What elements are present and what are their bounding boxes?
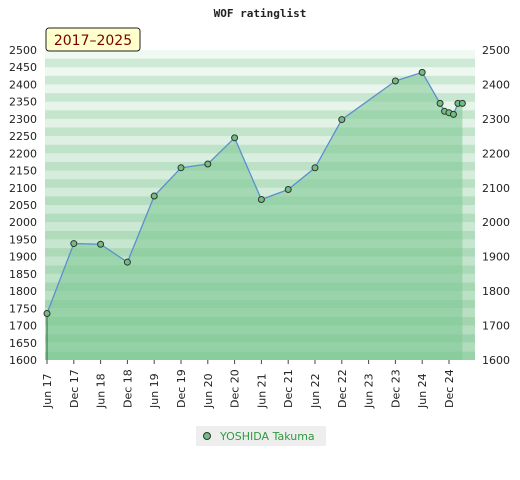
y-tick-label-right: 1700 bbox=[482, 320, 510, 333]
y-tick-label-left: 2000 bbox=[9, 216, 37, 229]
date-range-box-bg bbox=[45, 27, 141, 52]
y-tick-label-left: 1850 bbox=[9, 268, 37, 281]
date-range-box: 2017–2025 bbox=[45, 27, 141, 52]
grid-band bbox=[45, 67, 475, 76]
x-tick-label: Dec 21 bbox=[282, 369, 295, 408]
data-point bbox=[70, 240, 78, 248]
y-tick-label-right: 2200 bbox=[482, 147, 510, 160]
data-markers bbox=[43, 68, 466, 317]
x-tick-label: Jun 20 bbox=[202, 373, 215, 409]
grid-band bbox=[45, 136, 475, 145]
y-tick-label-right: 2300 bbox=[482, 113, 510, 126]
y-tick-label-right: 2500 bbox=[482, 44, 510, 57]
data-point bbox=[458, 99, 466, 107]
x-axis: Jun 17 Dec 17 Jun 18 Dec 18 Jun 19 Dec 19 Jun … bbox=[41, 360, 456, 409]
x-tick-label: Jun 21 bbox=[255, 373, 268, 409]
data-point bbox=[257, 195, 265, 203]
grid-band bbox=[45, 101, 475, 111]
data-point bbox=[231, 134, 239, 142]
y-tick-label-right: 1800 bbox=[482, 285, 510, 298]
x-tick-label: Dec 17 bbox=[68, 369, 81, 408]
x-tick-label: Dec 19 bbox=[175, 369, 188, 408]
y-tick-label-left: 2300 bbox=[9, 113, 37, 126]
y-tick-label-left: 2150 bbox=[9, 165, 37, 178]
data-point bbox=[123, 258, 131, 266]
legend-bg bbox=[196, 426, 326, 446]
y-tick-label-left: 2050 bbox=[9, 199, 37, 212]
x-tick-label: Dec 23 bbox=[389, 369, 402, 408]
legend-series-name: YOSHIDA Takuma bbox=[219, 430, 315, 443]
chart-title: WOF ratinglist bbox=[214, 7, 307, 20]
y-tick-label-left: 1900 bbox=[9, 251, 37, 264]
grid-band bbox=[45, 118, 475, 128]
y-tick-label-left: 1650 bbox=[9, 337, 37, 350]
x-tick-label: Dec 18 bbox=[121, 369, 134, 408]
x-tick-label: Jun 17 bbox=[41, 373, 54, 409]
grid-band bbox=[45, 110, 475, 119]
y-tick-label-left: 1950 bbox=[9, 233, 37, 246]
y-tick-label-right: 1600 bbox=[482, 354, 510, 367]
data-point bbox=[449, 110, 457, 118]
grid-band bbox=[45, 127, 475, 137]
y-axis-left: 1600 1650 1700 1750 1800 1850 1900 1950 2000 2050… bbox=[9, 44, 37, 367]
series-area bbox=[47, 72, 463, 360]
x-tick-label: Jun 22 bbox=[309, 373, 322, 409]
y-tick-label-left: 2100 bbox=[9, 182, 37, 195]
data-point bbox=[204, 160, 212, 168]
data-point bbox=[338, 116, 346, 124]
legend: YOSHIDA Takuma bbox=[196, 426, 326, 446]
data-point bbox=[43, 310, 51, 317]
y-tick-label-left: 2400 bbox=[9, 78, 37, 91]
y-tick-label-left: 1700 bbox=[9, 320, 37, 333]
grid-band bbox=[45, 84, 475, 94]
grid-band bbox=[45, 153, 475, 162]
data-point bbox=[177, 164, 185, 172]
y-axis-right: 1600 1700 1800 1900 2000 2100 2200 2300 2400 2500 bbox=[482, 44, 510, 367]
y-tick-label-right: 2000 bbox=[482, 216, 510, 229]
grid-band bbox=[45, 161, 475, 171]
data-point bbox=[150, 192, 158, 200]
y-tick-label-right: 2100 bbox=[482, 182, 510, 195]
x-tick-label: Dec 20 bbox=[229, 369, 242, 408]
x-tick-label: Dec 24 bbox=[443, 369, 456, 408]
grid-band bbox=[45, 50, 475, 59]
y-tick-label-left: 1750 bbox=[9, 302, 37, 315]
y-tick-label-left: 2450 bbox=[9, 61, 37, 74]
y-tick-label-right: 2400 bbox=[482, 78, 510, 91]
y-tick-label-left: 2200 bbox=[9, 147, 37, 160]
y-tick-label-left: 2350 bbox=[9, 96, 37, 109]
x-tick-label: Dec 22 bbox=[336, 369, 349, 408]
data-point bbox=[418, 68, 426, 76]
date-range-label: 2017–2025 bbox=[54, 33, 132, 49]
y-tick-label-left: 2250 bbox=[9, 130, 37, 143]
data-point bbox=[391, 77, 399, 85]
data-point bbox=[97, 240, 105, 248]
x-tick-label: Jun 24 bbox=[416, 373, 429, 409]
grid-band bbox=[45, 179, 475, 188]
grid-band bbox=[45, 75, 475, 85]
grid-band bbox=[45, 187, 475, 197]
y-tick-label-left: 1800 bbox=[9, 285, 37, 298]
grid-band bbox=[45, 170, 475, 180]
legend-marker bbox=[203, 432, 211, 440]
data-point bbox=[284, 186, 292, 193]
grid-band bbox=[45, 144, 475, 154]
data-point bbox=[436, 99, 444, 107]
x-tick-label: Jun 18 bbox=[95, 373, 108, 409]
grid-band bbox=[45, 58, 475, 68]
x-tick-label: Jun 23 bbox=[363, 373, 376, 409]
y-tick-label-left: 2500 bbox=[9, 44, 37, 57]
y-tick-label-left: 1600 bbox=[9, 354, 37, 367]
grid-band bbox=[45, 93, 475, 102]
x-tick-label: Jun 19 bbox=[148, 373, 161, 409]
y-tick-label-right: 1900 bbox=[482, 251, 510, 264]
data-point bbox=[311, 164, 319, 172]
